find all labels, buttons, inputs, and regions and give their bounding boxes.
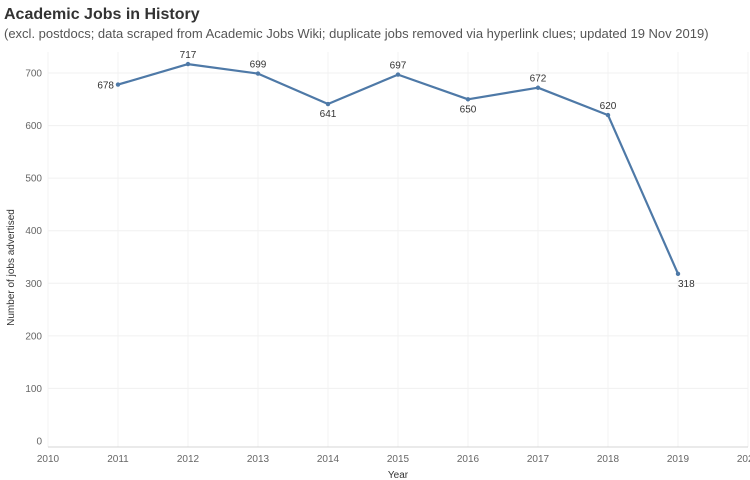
data-point	[115, 82, 121, 87]
y-tick-label: 0	[36, 437, 42, 448]
x-tick-label: 2020	[737, 454, 750, 465]
x-tick-label: 2018	[597, 454, 620, 465]
data-labels: 678 717 699 641 697 650 672 620 318	[97, 50, 695, 290]
data-label: 318	[678, 279, 695, 290]
y-tick-label: 700	[25, 69, 42, 80]
x-tick-label: 2014	[317, 454, 340, 465]
data-label: 650	[460, 104, 477, 115]
y-tick-label: 600	[25, 121, 42, 132]
data-point	[255, 71, 261, 76]
data-label: 699	[250, 60, 267, 71]
data-label: 641	[320, 109, 337, 120]
x-tick-label: 2016	[457, 454, 480, 465]
x-tick-label: 2015	[387, 454, 410, 465]
x-tick-label: 2012	[177, 454, 200, 465]
y-tick-label: 100	[25, 384, 42, 395]
axes: 0 100 200 300 400 500 600 700 2010 2011 2012 2013 20…	[6, 69, 750, 480]
y-tick-label: 200	[25, 331, 42, 342]
y-tick-label: 500	[25, 174, 42, 185]
series-jobs	[115, 61, 681, 277]
x-tick-label: 2010	[37, 454, 60, 465]
y-tick-label: 300	[25, 279, 42, 290]
data-label: 678	[97, 81, 114, 92]
chart-subtitle: (excl. postdocs; data scraped from Acade…	[4, 26, 709, 41]
data-point	[535, 85, 541, 90]
x-axis-title: Year	[388, 470, 409, 480]
data-label: 672	[530, 74, 547, 85]
data-point	[605, 112, 611, 118]
y-tick-label: 400	[25, 226, 42, 237]
x-tick-label: 2019	[667, 454, 690, 465]
data-label: 620	[600, 101, 617, 112]
x-tick-label: 2013	[247, 454, 270, 465]
data-point	[185, 61, 191, 67]
chart-title: Academic Jobs in History	[4, 6, 200, 23]
data-point	[325, 101, 331, 107]
data-label: 697	[390, 61, 407, 72]
y-axis-title: Number of jobs advertised	[6, 209, 17, 326]
data-point	[395, 72, 401, 77]
grid-lines	[47, 52, 749, 447]
x-tick-label: 2011	[107, 454, 129, 465]
data-point	[465, 97, 471, 102]
data-point	[675, 271, 681, 277]
data-label: 717	[180, 50, 197, 61]
x-tick-label: 2017	[527, 454, 550, 465]
